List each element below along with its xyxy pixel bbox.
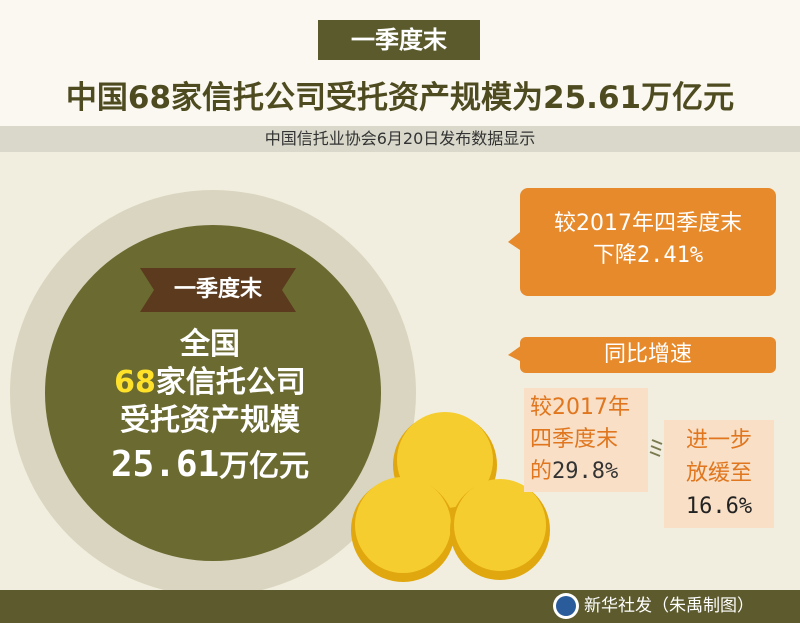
yoy-heading: 同比增速: [520, 337, 776, 373]
coins: [351, 412, 550, 582]
text-line: 全国: [180, 327, 240, 362]
text-line: 25.61万亿元: [60, 446, 360, 486]
number: 29.8%: [552, 459, 619, 484]
header-tag: 一季度末: [318, 20, 480, 60]
text: 下降: [592, 243, 637, 268]
number: 25.61: [110, 444, 220, 485]
yoy-left: 较2017年 四季度末 的29.8%: [524, 388, 648, 492]
inner-circle: [45, 225, 381, 561]
pointer: [508, 345, 522, 362]
text-line: 68家信托公司: [60, 364, 360, 402]
circle-text: 全国 68家信托公司 受托资产规模 25.61万亿元: [60, 326, 360, 486]
footer-bar: [0, 590, 800, 623]
connector: [649, 439, 663, 457]
text-line: 受托资产规模: [120, 403, 300, 438]
text-line: 较2017年: [530, 395, 630, 420]
ribbon-text: 一季度末: [173, 277, 262, 302]
subtitle: 中国信托业协会6月20日发布数据显示: [0, 126, 800, 152]
text-line: 四季度末: [530, 427, 619, 452]
pointer: [508, 232, 520, 250]
ribbon: [140, 268, 296, 312]
credit: 新华社发（朱禹制图）: [584, 596, 754, 616]
text: 家信托公司: [155, 365, 306, 400]
yoy-right: 进一步 放缓至 16.6%: [664, 420, 774, 528]
callout: 较2017年四季度末 下降2.41%: [520, 188, 776, 296]
number: 2.41%: [636, 243, 704, 268]
logo: [556, 596, 576, 616]
title: 中国68家信托公司受托资产规模为25.61万亿元: [65, 80, 735, 116]
text-line: 较2017年四季度末: [554, 211, 742, 236]
number: 16.6%: [685, 494, 753, 519]
highlight: 68: [114, 365, 156, 400]
text-line: 下降2.41%: [520, 240, 776, 272]
text-line: 放缓至: [685, 461, 752, 486]
text: 的: [530, 459, 553, 484]
unit: 万亿元: [219, 449, 310, 484]
text-line: 进一步: [685, 428, 752, 453]
text-line: 的29.8%: [530, 456, 642, 488]
